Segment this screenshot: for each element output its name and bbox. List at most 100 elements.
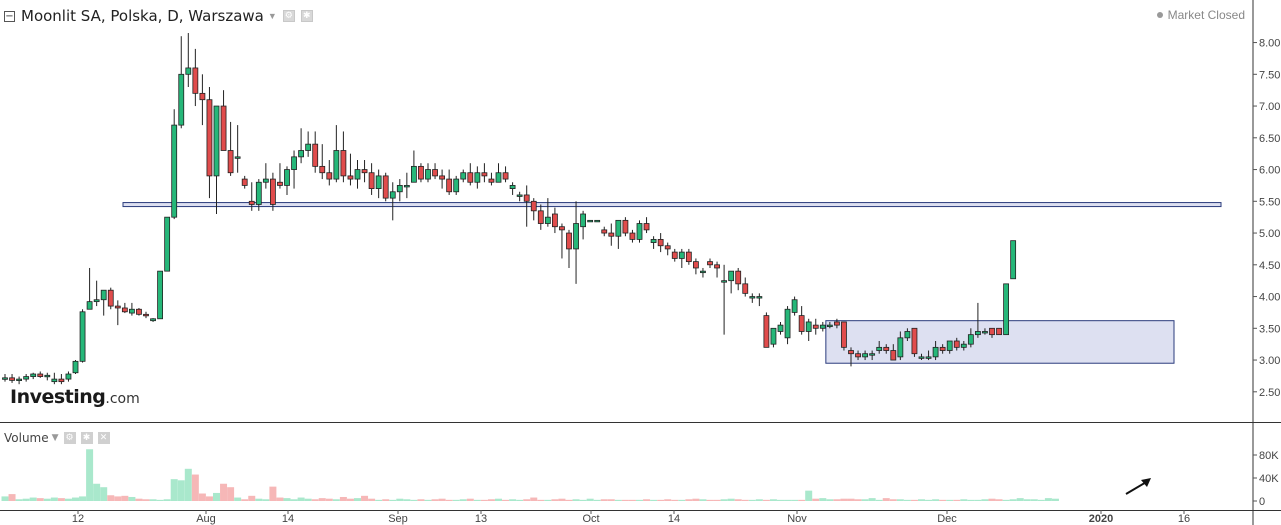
volume-bar <box>128 496 136 501</box>
volume-bar <box>290 499 298 501</box>
candle-body <box>869 353 876 356</box>
volume-bar <box>15 499 23 501</box>
volume-bar <box>734 499 742 501</box>
volume-bar <box>769 499 777 501</box>
volume-bar <box>177 480 185 501</box>
chart-title: Moonlit SA, Polska, D, Warszawa <box>21 7 264 25</box>
candle-body <box>798 315 805 332</box>
volume-bar <box>903 499 911 501</box>
volume-header: Volume ▼ ⚙ ✱ ✕ <box>4 431 110 445</box>
volume-bar <box>389 499 397 501</box>
volume-bar <box>798 499 806 501</box>
candle-body <box>953 340 960 348</box>
candle-body <box>735 270 742 285</box>
candle-body <box>693 261 699 269</box>
candle-body <box>509 185 516 190</box>
volume-bar <box>861 499 869 501</box>
volume-bar <box>234 497 242 501</box>
candle-body <box>996 327 1002 336</box>
collapse-icon[interactable]: − <box>4 10 15 22</box>
volume-bar <box>276 497 284 501</box>
candle-body <box>876 346 883 351</box>
consolidation-box[interactable] <box>825 320 1175 364</box>
volume-bar <box>1044 498 1052 501</box>
candle-body <box>826 324 833 328</box>
volume-bar <box>304 498 312 501</box>
volume-bar <box>988 498 996 501</box>
volume-bar <box>241 499 249 501</box>
volume-tick-label: 0 <box>1259 496 1265 508</box>
candle-body <box>530 200 537 212</box>
volume-bar <box>114 496 122 501</box>
candle-body <box>488 178 495 183</box>
volume-bar <box>572 499 580 501</box>
volume-bar <box>318 498 326 501</box>
volume-bar <box>50 497 58 501</box>
volume-bar <box>311 499 319 501</box>
resistance-zone[interactable] <box>122 202 1222 208</box>
volume-bar <box>516 499 524 501</box>
volume-bar <box>473 499 481 501</box>
volume-bar <box>805 490 813 501</box>
candle-body <box>925 356 932 359</box>
time-tick-label: Oct <box>582 513 599 525</box>
volume-bar <box>614 499 622 501</box>
chart-header: − Moonlit SA, Polska, D, Warszawa ▼ ⚙ ✱ <box>4 6 313 26</box>
candle-body <box>805 321 812 332</box>
candle-body <box>566 232 572 250</box>
candle-body <box>192 67 199 94</box>
volume-bar <box>509 499 517 501</box>
volume-bar <box>918 499 925 501</box>
time-tick-label: 14 <box>668 513 680 525</box>
candle-body <box>312 143 319 167</box>
volume-bar <box>628 499 636 501</box>
volume-bar <box>8 494 16 501</box>
volume-settings-icon[interactable]: ⚙ <box>63 432 76 444</box>
volume-bar <box>332 499 340 501</box>
chevron-down-icon[interactable]: ▼ <box>267 11 277 21</box>
volume-bar <box>727 498 735 501</box>
candle-body <box>164 216 171 272</box>
candle-body <box>410 165 417 183</box>
candle-body <box>756 296 763 299</box>
candle-body <box>763 315 770 348</box>
time-tick-label: 14 <box>282 513 294 525</box>
candle-body <box>939 346 946 351</box>
volume-bar <box>403 499 411 501</box>
volume-gear-icon[interactable]: ✱ <box>80 432 93 444</box>
volume-bar <box>396 498 404 501</box>
candle-body <box>742 283 749 294</box>
market-status: Market Closed <box>1156 8 1245 22</box>
status-dot-icon <box>1156 12 1163 18</box>
volume-bar <box>255 498 263 501</box>
settings-icon[interactable]: ⚙ <box>282 10 295 22</box>
volume-bar <box>896 499 904 501</box>
volume-bar <box>86 449 94 501</box>
gear-icon[interactable]: ✱ <box>300 10 313 22</box>
volume-close-icon[interactable]: ✕ <box>97 432 110 444</box>
candle-body <box>58 378 65 383</box>
candle-body <box>248 200 255 205</box>
volume-bar <box>227 487 235 501</box>
price-tick-label: 3.00 <box>1259 355 1280 367</box>
price-tick-label: 7.00 <box>1259 101 1280 113</box>
volume-bar <box>953 499 961 501</box>
candle-body <box>418 165 424 180</box>
candle-body <box>812 324 819 329</box>
candle-body <box>382 175 389 199</box>
volume-bar <box>1037 499 1045 501</box>
candle-body <box>749 296 756 299</box>
candle-body <box>904 331 911 339</box>
candle-body <box>714 264 720 269</box>
time-tick-label: Aug <box>196 513 216 525</box>
candle-body <box>848 350 854 355</box>
volume-bar <box>530 497 538 501</box>
candle-body <box>1010 240 1017 280</box>
candle-body <box>573 223 579 250</box>
candle-body <box>587 219 594 223</box>
candle-body <box>51 378 58 383</box>
volume-bar <box>375 499 383 501</box>
volume-chevron-icon[interactable]: ▼ <box>51 433 59 443</box>
volume-bar <box>558 498 566 501</box>
